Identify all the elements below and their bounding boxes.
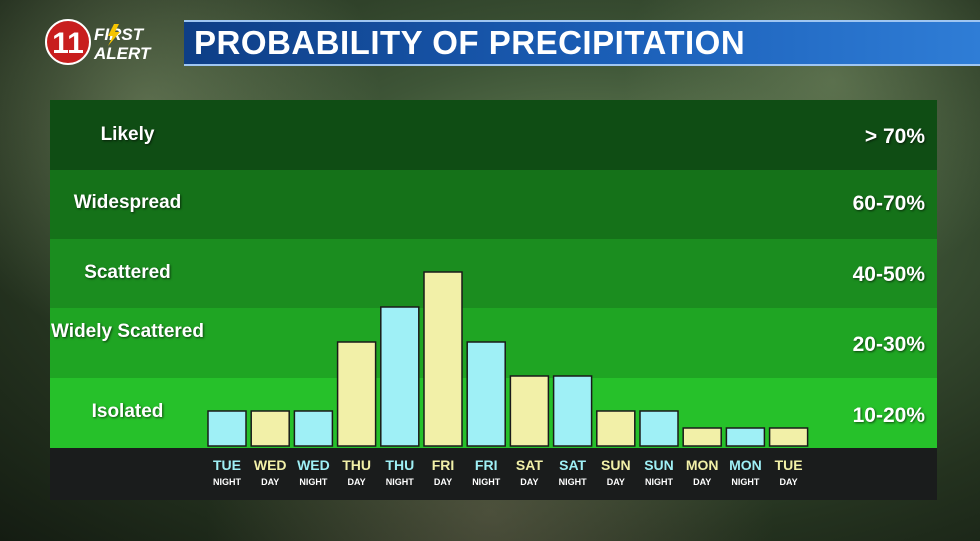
tick-label-period: DAY [607,477,625,487]
band-likely: Likely > 70% [50,100,937,170]
tick-label-day: MON [686,457,719,473]
band-label-isolated: Isolated [91,401,164,422]
bar-mon-day [682,427,722,447]
tick-label-day: WED [254,457,287,473]
band-range-widely-scattered: 20-30% [852,333,925,356]
band-range-isolated: 10-20% [852,404,925,427]
bar-tue-day [768,427,809,447]
tick-label-period: DAY [348,477,366,487]
tick-label-period: NIGHT [731,477,760,487]
tick-label-period: NIGHT [299,477,328,487]
page-title: PROBABILITY OF PRECIPITATION [194,24,746,61]
tick-label-period: NIGHT [645,477,674,487]
bar-thu-day [336,341,377,447]
bar-sat-day [509,375,550,447]
tick-label-day: WED [297,457,330,473]
band-label-widespread: Widespread [73,192,182,213]
band-range-likely: > 70% [864,125,925,148]
tick-label-period: DAY [434,477,452,487]
chart-panel: Likely > 70% Widespread 60-70% Scattered… [50,100,937,500]
tick-label-day: TUE [775,457,803,473]
tick-label-period: NIGHT [472,477,501,487]
title-banner: PROBABILITY OF PRECIPITATION [184,20,980,66]
band-range-scattered: 40-50% [852,263,925,286]
band-label-likely: Likely [100,124,155,145]
tick-label-day: SUN [601,457,631,473]
tick-label-day: SAT [516,457,543,473]
bar-sun-night [639,410,679,447]
bar-sun-day [596,410,636,447]
logo-number: 11 [52,27,84,60]
band-label-scattered: Scattered [84,262,171,283]
bar-fri-day [423,271,463,447]
band-scattered: Scattered 40-50% [50,239,937,308]
first-alert-logo: 11 FIRST ALERT [45,19,152,65]
logo-alert-text: ALERT [93,44,152,63]
bar-tue-night [207,410,247,447]
bar-sat-night [552,375,593,447]
tick-label-period: NIGHT [386,477,415,487]
tick-label-period: DAY [693,477,711,487]
tick-label-day: SAT [559,457,586,473]
tick-label-day: SUN [644,457,674,473]
tick-label-day: FRI [475,457,498,473]
band-widespread: Widespread 60-70% [50,170,937,239]
tick-label-period: DAY [261,477,279,487]
tick-label-day: MON [729,457,762,473]
bar-thu-night [380,306,420,447]
tick-label-day: THU [342,457,371,473]
bar-chart: TUE NIGHT WED DAY WED NIGHT THU DAY THU NIGHT FRI D… [207,271,809,487]
logo-first-text: FIRST [94,25,145,44]
tick-label-day: THU [385,457,414,473]
band-range-widespread: 60-70% [852,192,925,215]
x-axis-strip [50,448,937,500]
band-label-widely-scattered: Widely Scattered [51,321,204,342]
tick-label-day: TUE [213,457,241,473]
bar-wed-night [293,410,334,447]
bar-fri-night [466,341,506,447]
bar-wed-day [250,410,290,447]
bar-mon-night [725,427,766,447]
tick-label-period: NIGHT [213,477,242,487]
tick-label-period: DAY [520,477,538,487]
tick-label-period: NIGHT [559,477,588,487]
tick-label-day: FRI [432,457,455,473]
tick-label-period: DAY [780,477,798,487]
